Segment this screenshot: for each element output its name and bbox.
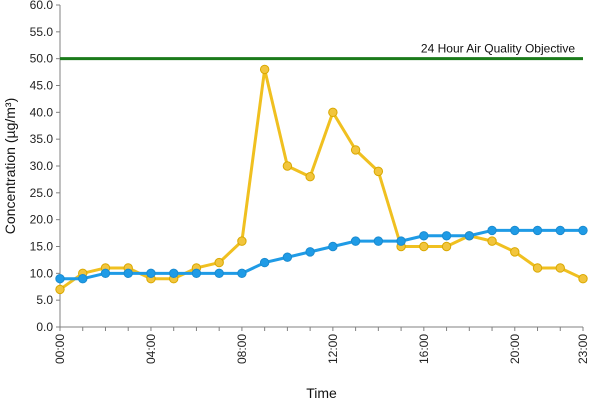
y-tick-label: 35.0 <box>30 132 54 146</box>
reference-line-label: 24 Hour Air Quality Objective <box>421 42 575 56</box>
y-tick-label: 10.0 <box>30 266 54 280</box>
series-1 <box>55 64 588 295</box>
data-point <box>487 225 497 236</box>
data-point <box>214 268 224 279</box>
data-point <box>578 225 588 236</box>
series-line <box>59 67 584 291</box>
y-tick-label: 15.0 <box>30 240 54 254</box>
data-point <box>510 225 520 236</box>
x-tick-label: 23:00 <box>576 334 590 364</box>
data-point <box>373 166 384 177</box>
data-point <box>328 107 338 118</box>
data-point <box>487 236 497 246</box>
y-tick-label: 25.0 <box>30 186 54 200</box>
series-2 <box>55 225 588 284</box>
y-ticks: 0.0 5.0 10.0 15.0 20.0 25.0 30.0 35.0 40.0 45.0 50… <box>30 0 60 334</box>
data-point <box>555 263 565 273</box>
x-tick-label: 16:00 <box>417 334 431 364</box>
data-point <box>510 247 520 257</box>
y-tick-label: 30.0 <box>30 159 54 173</box>
data-point <box>419 241 429 252</box>
x-tick-label: 20:00 <box>508 334 522 364</box>
data-point <box>328 241 338 252</box>
y-tick-label: 20.0 <box>30 213 54 227</box>
y-tick-label: 50.0 <box>30 52 54 66</box>
data-point <box>419 231 429 241</box>
data-point <box>237 268 247 279</box>
data-point <box>237 236 247 246</box>
data-point <box>55 284 65 295</box>
data-point <box>55 274 65 284</box>
series-layer <box>55 64 588 295</box>
y-tick-label: 55.0 <box>30 25 54 39</box>
data-point <box>305 247 315 257</box>
y-tick-label: 40.0 <box>30 105 54 119</box>
data-point <box>282 252 293 262</box>
data-point <box>214 257 224 268</box>
data-point <box>441 231 452 241</box>
y-tick-label: 0.0 <box>36 320 53 334</box>
data-point <box>305 172 315 182</box>
x-ticks: 00:00 04:00 08:00 12:00 16:00 20:00 23:00 <box>53 327 590 364</box>
x-tick-label: 00:00 <box>53 334 67 364</box>
data-point <box>100 268 111 279</box>
data-point <box>555 225 565 236</box>
x-tick-label: 08:00 <box>235 334 249 364</box>
data-point <box>350 145 361 155</box>
data-point <box>350 236 361 246</box>
data-point <box>191 268 202 279</box>
data-point <box>441 241 452 252</box>
data-point <box>282 161 293 171</box>
data-point <box>168 268 179 279</box>
data-point <box>146 268 156 279</box>
y-tick-label: 60.0 <box>30 0 54 12</box>
y-tick-label: 45.0 <box>30 79 54 93</box>
data-point <box>78 274 88 284</box>
reference-line-group: 24 Hour Air Quality Objective <box>60 42 583 61</box>
data-point <box>578 274 588 284</box>
x-tick-label: 12:00 <box>326 334 340 364</box>
y-tick-label: 5.0 <box>36 293 53 307</box>
y-axis-title: Concentration (µg/m³) <box>2 98 18 234</box>
data-point <box>396 236 406 246</box>
data-point <box>123 268 133 279</box>
data-point <box>259 64 270 75</box>
x-tick-label: 04:00 <box>144 334 158 364</box>
data-point <box>464 231 475 241</box>
x-axis-title: Time <box>306 385 337 400</box>
data-point <box>532 263 543 273</box>
data-point <box>532 225 543 236</box>
data-point <box>373 236 384 246</box>
data-point <box>259 257 270 268</box>
